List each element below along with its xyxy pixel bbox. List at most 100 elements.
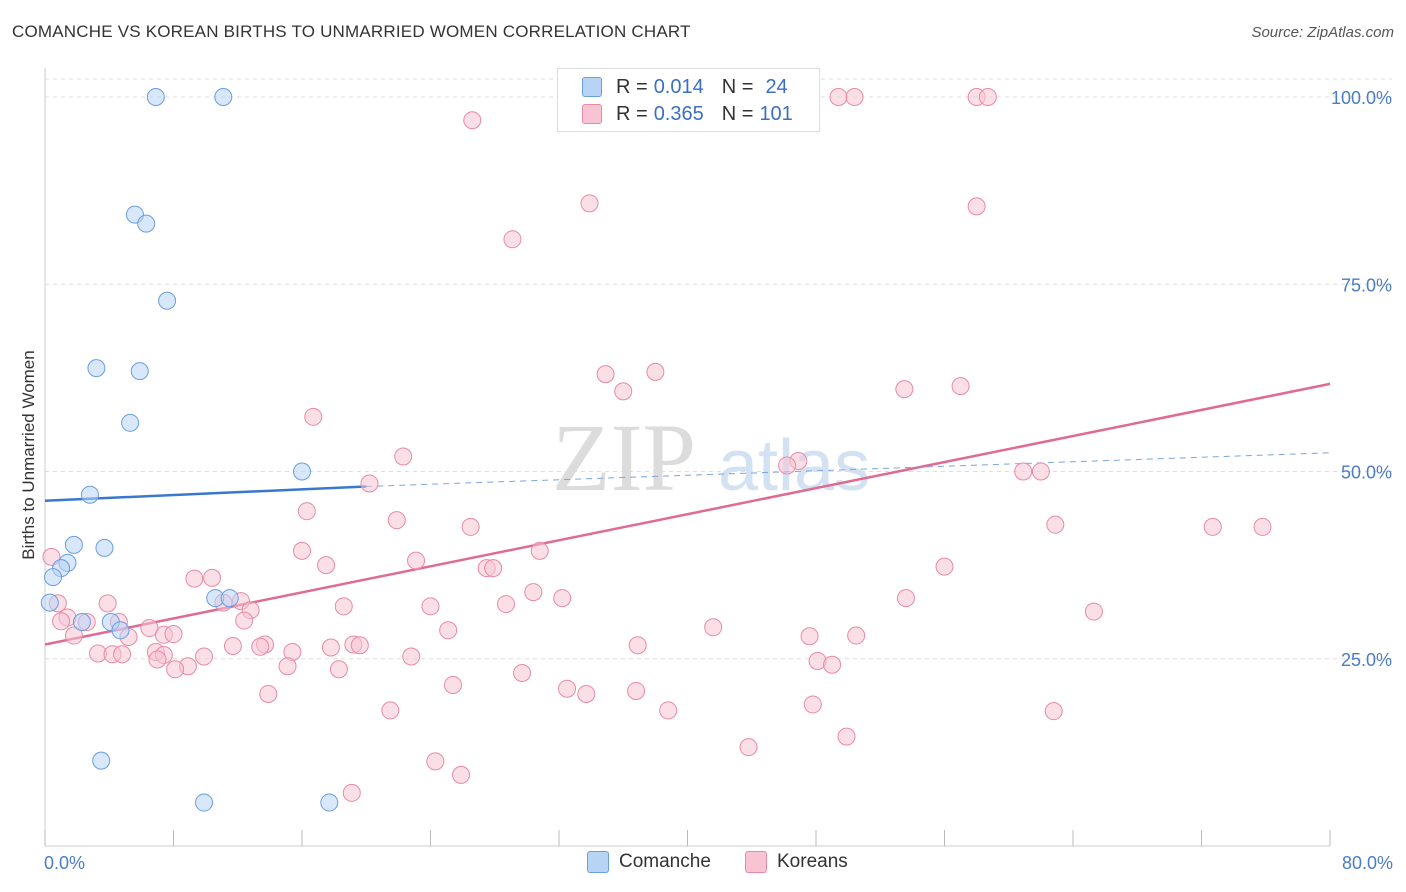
point-koreans [381,701,400,720]
source-label: Source: ZipAtlas.com [1251,24,1394,41]
point-koreans [577,684,596,703]
point-koreans [350,636,369,655]
chart-title: COMANCHE VS KOREAN BIRTHS TO UNMARRIED W… [12,22,691,41]
point-koreans [195,647,214,666]
point-koreans [461,517,480,536]
point-comanche [64,535,83,554]
point-koreans [628,636,647,655]
trend-line-comanche [44,485,367,502]
legend-n-value-comanche: 24 [765,75,788,98]
point-koreans [321,638,340,657]
point-koreans [823,655,842,674]
point-koreans [360,474,379,493]
point-koreans [896,589,915,608]
point-koreans [1044,702,1063,721]
point-koreans [223,637,242,656]
point-koreans [166,660,185,679]
point-koreans [251,637,270,656]
series-legend-koreans[interactable]: Koreans [745,851,848,873]
legend-r-label: R = [616,102,648,125]
legend-n-value-koreans: 101 [759,102,793,125]
x-tick-label: 0.0% [44,853,85,873]
point-koreans [829,88,848,106]
point-koreans [778,456,797,475]
point-koreans [800,627,819,646]
point-comanche [72,613,91,632]
tick-labels: 25.0% 50.0% 75.0% 100.0% 0.0% 80.0% [44,88,1393,873]
legend-n-label: N = [721,75,754,98]
point-koreans [614,382,633,401]
point-koreans [1046,515,1065,534]
point-koreans [259,684,278,703]
y-tick-label: 50.0% [1341,463,1392,483]
point-koreans [402,647,421,666]
y-tick-label: 25.0% [1341,650,1392,670]
y-tick-label: 75.0% [1341,275,1392,295]
point-koreans [895,380,914,399]
legend-row-koreans: R = 0.365 N = 101 [582,102,793,126]
point-koreans [185,569,204,588]
point-koreans [484,559,503,578]
point-koreans [443,675,462,694]
point-comanche [146,88,165,106]
point-koreans [463,111,482,130]
point-koreans [596,365,615,384]
point-koreans [1253,517,1272,536]
point-koreans [148,650,167,669]
point-koreans [439,621,458,640]
series-label-koreans: Koreans [777,851,848,872]
stats-legend: R = 0.014 N = 24 R = 0.365 N = 101 [557,68,820,132]
point-koreans [297,502,316,521]
point-koreans [235,611,254,630]
legend-swatch-koreans [582,104,602,124]
point-koreans [845,88,864,106]
point-koreans [803,695,822,714]
point-comanche [92,751,111,770]
point-comanche [87,359,106,378]
point-koreans [1203,517,1222,536]
grid-lines [45,78,1392,660]
point-koreans [113,645,132,664]
legend-r-value-koreans: 0.365 [653,102,704,125]
point-comanche [111,621,130,640]
point-comanche [195,793,214,812]
watermark-zip: ZIP [552,404,696,511]
legend-n-label: N = [721,102,754,125]
point-koreans [503,230,522,249]
point-koreans [342,783,361,802]
point-koreans [978,88,997,106]
point-comanche [293,462,311,481]
legend-swatch-comanche [582,77,602,97]
point-koreans [553,589,572,608]
y-axis-label: Births to Unmarried Women [19,350,38,559]
point-koreans [513,663,532,682]
point-comanche [130,362,149,381]
point-koreans [278,657,297,676]
point-koreans [704,618,723,637]
legend-r-label: R = [616,75,648,98]
point-koreans [967,197,986,216]
point-koreans [739,738,758,757]
point-comanche [158,291,177,310]
point-koreans [394,447,413,466]
point-koreans [496,595,515,614]
series-legend-comanche[interactable]: Comanche [587,851,711,873]
series-legend: Comanche Koreans [0,851,1406,877]
point-koreans [140,619,159,638]
series-label-comanche: Comanche [619,851,711,872]
point-koreans [387,511,406,530]
point-koreans [837,727,856,746]
point-koreans [293,541,311,560]
point-koreans [1084,602,1103,621]
point-koreans [329,660,348,679]
point-koreans [951,377,970,396]
series-swatch-koreans [745,851,767,873]
trend-line-koreans [44,382,1331,646]
point-koreans [452,765,471,784]
point-comanche [121,413,140,432]
point-comanche [320,793,339,812]
point-koreans [334,597,353,616]
point-comanche [95,538,114,557]
y-tick-label: 100.0% [1331,88,1392,108]
